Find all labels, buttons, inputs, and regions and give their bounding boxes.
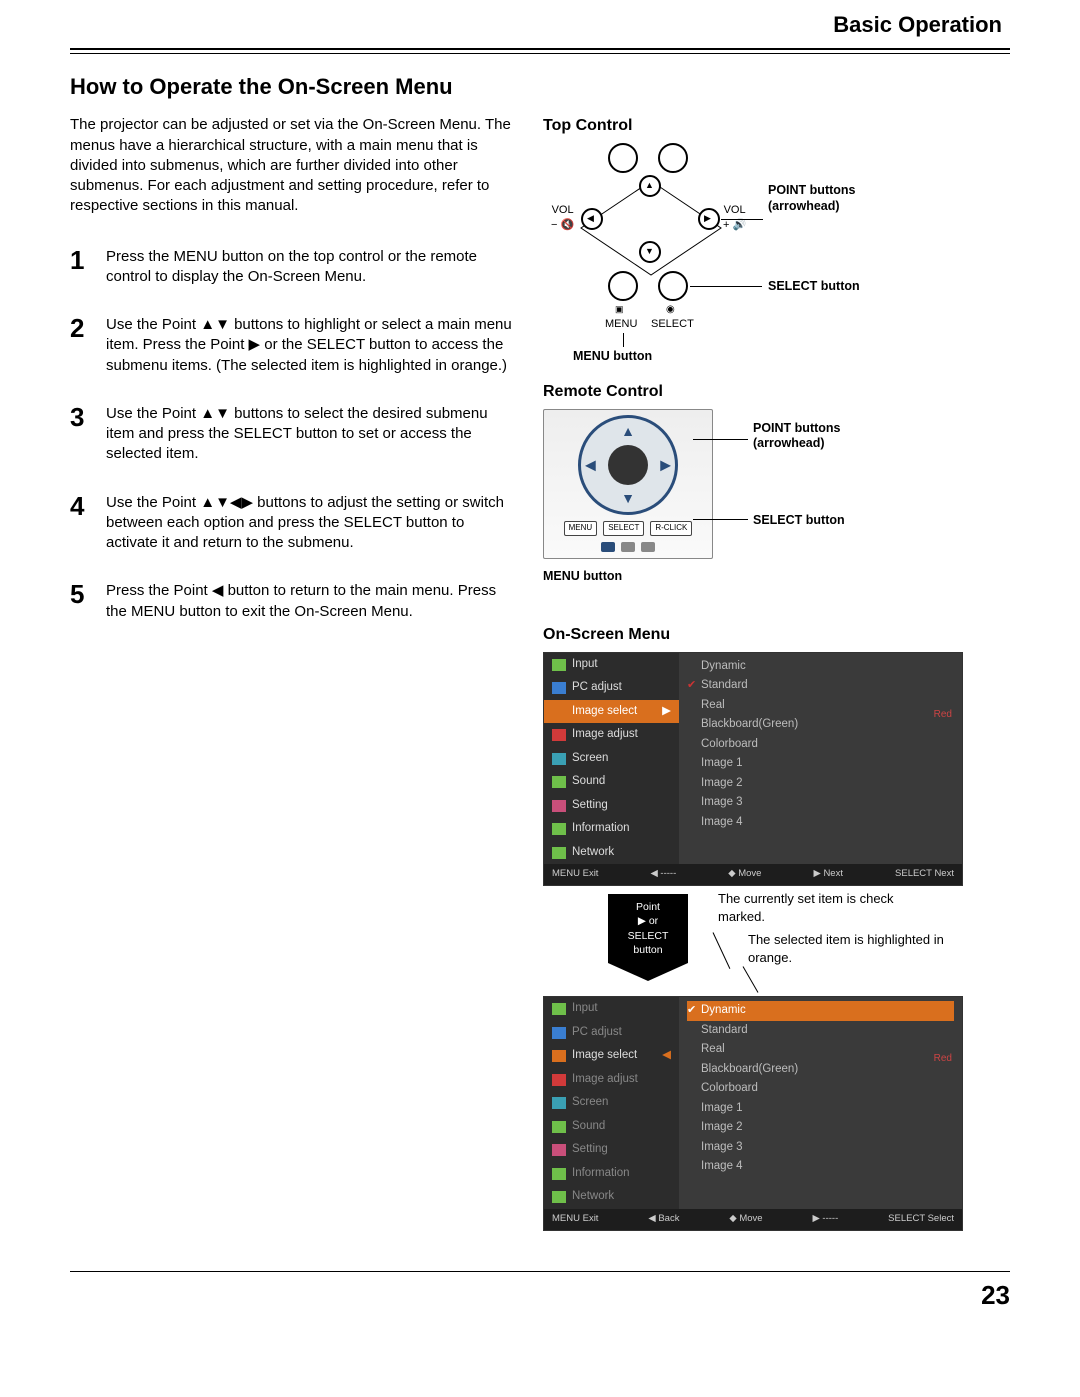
osd-right-option: Colorboard [687, 1079, 954, 1099]
step-number: 2 [70, 315, 92, 376]
select-callout: SELECT button [768, 279, 860, 295]
osd-left-item: Network [544, 1185, 679, 1209]
rule-top [70, 48, 1010, 50]
osd-right-option: Image 2 [687, 774, 954, 794]
remote-menu-btn: MENU [564, 521, 598, 536]
osd-right-option: Image 3 [687, 1138, 954, 1158]
select-btn-label: SELECT [651, 317, 694, 332]
osd-right-option: Image 2 [687, 1118, 954, 1138]
osd-heading: On-Screen Menu [543, 624, 1010, 646]
osd-right-option: Blackboard(Green) [687, 1060, 954, 1080]
top-control-block: Top Control ▲ ▼ ◀ ▶ VOL− 🔇 VOL+ 🔊 [543, 115, 1010, 343]
osd-right-option: Image 1 [687, 1099, 954, 1119]
osd-right-option: Image 3 [687, 793, 954, 813]
step-1: 1 Press the MENU button on the top contr… [70, 247, 515, 288]
remote-dpad: ▲▼ ◀▶ [578, 415, 678, 515]
osd-left-item: Image select ◀ [544, 1044, 679, 1068]
page-title: How to Operate the On-Screen Menu [70, 72, 1010, 102]
top-control-diagram: ▲ ▼ ◀ ▶ VOL− 🔇 VOL+ 🔊 ▣ ◉ MENU SELECT PO… [543, 143, 1010, 343]
remote-select-callout: SELECT button [753, 513, 845, 529]
step-2: 2 Use the Point ▲▼ buttons to highlight … [70, 315, 515, 376]
osd-right-option: Image 4 [687, 1157, 954, 1177]
osd-left-item: Information [544, 1162, 679, 1186]
osd-right-option: Colorboard [687, 735, 954, 755]
osd-right-option: Dynamic [687, 657, 954, 677]
rule-top-2 [70, 53, 1010, 54]
remote-select-btn: SELECT [603, 521, 644, 536]
step-number: 1 [70, 247, 92, 288]
osd-left-item: Sound [544, 770, 679, 794]
intro-paragraph: The projector can be adjusted or set via… [70, 115, 515, 216]
osd-left-item: Setting [544, 1138, 679, 1162]
step-text: Use the Point ▲▼ buttons to select the d… [106, 404, 515, 465]
osd-right-option: Image 4 [687, 813, 954, 833]
step-number: 5 [70, 581, 92, 622]
osd-right-option: Standard [687, 1021, 954, 1041]
osd-left-item: Sound [544, 1115, 679, 1139]
top-control-heading: Top Control [543, 115, 1010, 137]
osd-left-item: Screen [544, 747, 679, 771]
osd-left-item: Image select ▶ [544, 700, 679, 724]
step-number: 4 [70, 493, 92, 554]
osd-right-option: ✔Dynamic [687, 1001, 954, 1021]
note-highlighted: The selected item is highlighted in oran… [748, 931, 948, 966]
note-check-marked: The currently set item is check marked. [718, 890, 918, 925]
osd-nav-bar-2: MENU Exit ◀ Back ◆ Move ▶ ----- SELECT S… [544, 1209, 962, 1230]
menu-callout: MENU button [573, 349, 652, 365]
osd-right-option: Blackboard(Green) [687, 715, 954, 735]
osd-left-item: Input [544, 653, 679, 677]
vol-plus-label: VOL+ 🔊 [723, 203, 746, 233]
step-text: Use the Point ▲▼ buttons to highlight or… [106, 315, 515, 376]
step-text: Use the Point ▲▼◀▶ buttons to adjust the… [106, 493, 515, 554]
osd-left-item: Network [544, 841, 679, 865]
menu-btn-label: MENU [605, 317, 637, 332]
remote-control-heading: Remote Control [543, 381, 1010, 403]
osd-left-item: PC adjust [544, 1021, 679, 1045]
osd-block: On-Screen Menu InputPC adjustImage selec… [543, 624, 1010, 1231]
remote-control-block: Remote Control ▲▼ ◀▶ MENU SELECT R-CLICK [543, 381, 1010, 584]
step-4: 4 Use the Point ▲▼◀▶ buttons to adjust t… [70, 493, 515, 554]
step-text: Press the MENU button on the top control… [106, 247, 515, 288]
osd-menu-1: InputPC adjustImage select ▶Image adjust… [543, 652, 963, 886]
section-label: Basic Operation [70, 10, 1010, 40]
right-column: Top Control ▲ ▼ ◀ ▶ VOL− 🔇 VOL+ 🔊 [543, 115, 1010, 1230]
point-callout: POINT buttons (arrowhead) [768, 183, 898, 214]
osd-left-item: Image adjust [544, 723, 679, 747]
step-text: Press the Point ◀ button to return to th… [106, 581, 515, 622]
osd-transition: Point ▶ or SELECT button The currently s… [543, 886, 1010, 996]
step-number: 3 [70, 404, 92, 465]
page-number: 23 [70, 1278, 1010, 1313]
osd-left-item: Image adjust [544, 1068, 679, 1092]
remote-rclick-btn: R-CLICK [650, 521, 692, 536]
osd-right-option: Real [687, 696, 954, 716]
osd-nav-bar: MENU Exit ◀ ----- ◆ Move ▶ Next SELECT N… [544, 864, 962, 885]
osd-right-option: Image 1 [687, 754, 954, 774]
osd-right-option: Real [687, 1040, 954, 1060]
osd-menu-2: InputPC adjustImage select ◀Image adjust… [543, 996, 963, 1230]
vol-minus-label: VOL− 🔇 [551, 203, 574, 233]
osd-left-item: Setting [544, 794, 679, 818]
step-5: 5 Press the Point ◀ button to return to … [70, 581, 515, 622]
osd-left-item: Input [544, 997, 679, 1021]
osd-left-item: Information [544, 817, 679, 841]
transition-token: Point ▶ or SELECT button [608, 894, 688, 963]
left-column: The projector can be adjusted or set via… [70, 115, 515, 1230]
rule-bottom [70, 1271, 1010, 1272]
osd-left-item: Screen [544, 1091, 679, 1115]
remote-point-callout: POINT buttons (arrowhead) [753, 421, 883, 452]
remote-menu-callout: MENU button [543, 569, 1010, 585]
osd-right-option: ✔Standard [687, 676, 954, 696]
step-3: 3 Use the Point ▲▼ buttons to select the… [70, 404, 515, 465]
osd-left-item: PC adjust [544, 676, 679, 700]
remote-control-diagram: ▲▼ ◀▶ MENU SELECT R-CLICK [543, 409, 713, 559]
